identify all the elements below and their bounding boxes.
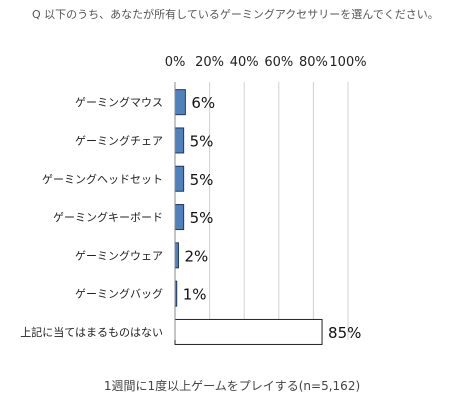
gridlines — [209, 82, 349, 340]
bar — [174, 242, 179, 269]
x-tick-label: 60% — [264, 55, 293, 70]
question-text: Q 以下のうち、あなたが所有しているゲーミングアクセサリーを選んでください。 — [32, 8, 439, 21]
category-labels: ゲーミングマウスゲーミングチェアゲーミングヘッドセットゲーミングキーボードゲーミ… — [20, 95, 163, 339]
value-label: 1% — [183, 286, 207, 304]
value-label: 6% — [191, 94, 215, 112]
value-label: 2% — [184, 247, 208, 265]
bar — [174, 204, 185, 231]
x-axis-ticks: 0% 20% 40% 60% 80% 100% — [165, 55, 367, 70]
bar — [174, 165, 185, 192]
x-tick-label: 40% — [230, 55, 259, 70]
category-label: ゲーミングチェア — [75, 133, 163, 147]
x-tick-label: 20% — [195, 55, 224, 70]
bar — [174, 318, 323, 345]
bars — [174, 89, 323, 345]
category-label: ゲーミングヘッドセット — [42, 172, 163, 186]
category-label: 上記に当てはまるものはない — [20, 325, 163, 339]
sample-note: 1週間に1度以上ゲームをプレイする(n=5,162) — [103, 379, 361, 393]
bar — [174, 89, 186, 116]
x-tick-label: 0% — [165, 55, 186, 70]
value-label: 5% — [190, 132, 214, 150]
category-label: ゲーミングキーボード — [53, 210, 163, 224]
value-label: 5% — [190, 171, 214, 189]
category-label: ゲーミングバッグ — [75, 287, 163, 301]
x-tick-label: 80% — [299, 55, 328, 70]
category-label: ゲーミングマウス — [75, 95, 163, 109]
bar — [174, 127, 185, 154]
value-label: 5% — [190, 209, 214, 227]
value-labels: 6% 5% 5% 5% 2% 1% 85% — [183, 94, 362, 342]
category-label: ゲーミングウェア — [75, 248, 163, 262]
x-tick-label: 100% — [329, 55, 366, 70]
value-label: 85% — [328, 324, 361, 342]
